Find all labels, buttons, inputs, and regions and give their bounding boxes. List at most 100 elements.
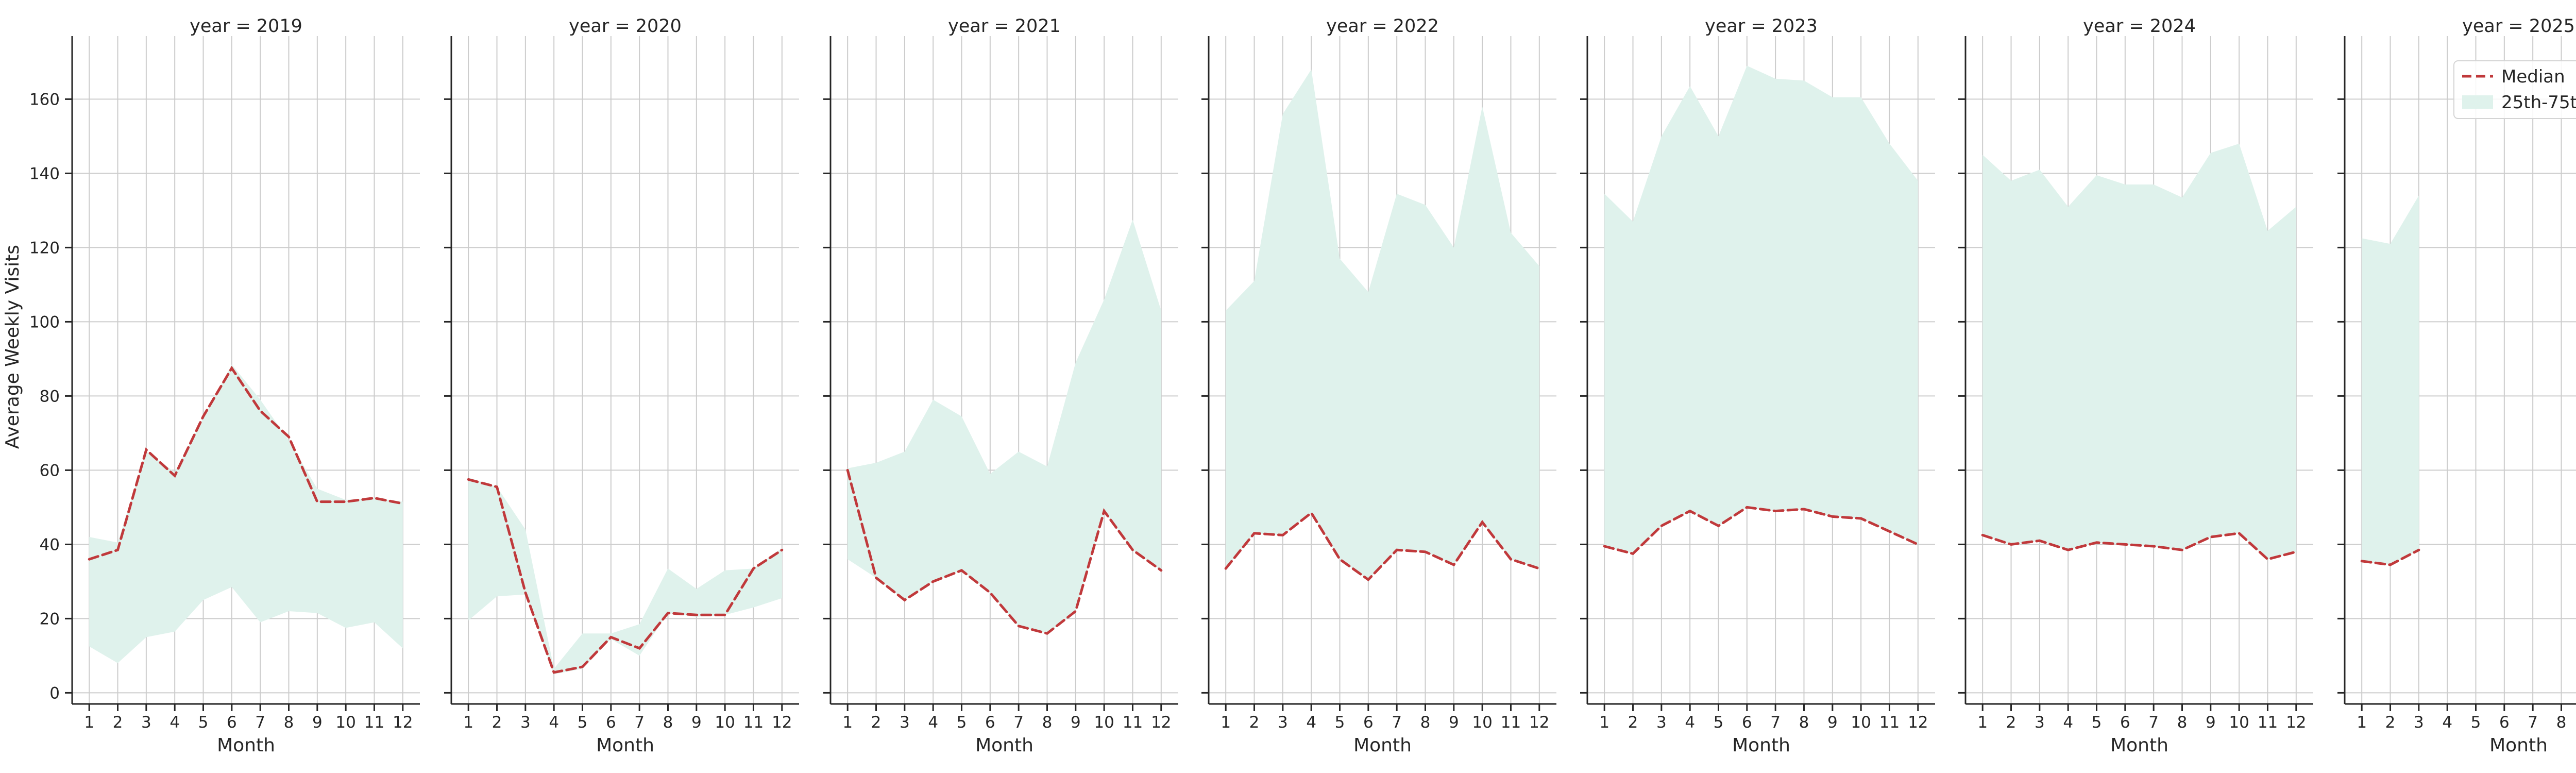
x-tick-label: 6 bbox=[606, 713, 616, 732]
x-tick-label: 4 bbox=[170, 713, 180, 732]
x-tick-label: 8 bbox=[663, 713, 673, 732]
x-tick-label: 2 bbox=[1249, 713, 1260, 732]
x-tick-label: 4 bbox=[549, 713, 559, 732]
x-tick-label: 12 bbox=[1529, 713, 1549, 732]
x-tick-label: 10 bbox=[1094, 713, 1114, 732]
panel-title: year = 2023 bbox=[1705, 16, 1818, 37]
x-tick-label: 3 bbox=[1656, 713, 1667, 732]
x-tick-label: 7 bbox=[634, 713, 645, 732]
x-tick-label: 3 bbox=[1278, 713, 1288, 732]
x-tick-label: 8 bbox=[2177, 713, 2188, 732]
x-tick-label: 2 bbox=[1628, 713, 1638, 732]
x-tick-label: 7 bbox=[2528, 713, 2538, 732]
panel-title: year = 2025 bbox=[2462, 16, 2575, 37]
x-tick-label: 12 bbox=[772, 713, 792, 732]
x-axis-label: Month bbox=[1732, 735, 1790, 756]
x-tick-label: 3 bbox=[2414, 713, 2424, 732]
x-tick-label: 12 bbox=[1151, 713, 1171, 732]
x-tick-label: 2 bbox=[2385, 713, 2396, 732]
percentile-band bbox=[1604, 65, 1918, 554]
x-tick-label: 5 bbox=[2471, 713, 2481, 732]
x-tick-label: 11 bbox=[743, 713, 764, 732]
x-tick-label: 6 bbox=[2499, 713, 2510, 732]
percentile-band bbox=[1226, 69, 1539, 580]
x-tick-label: 9 bbox=[2206, 713, 2216, 732]
x-tick-label: 5 bbox=[1335, 713, 1345, 732]
x-tick-label: 4 bbox=[2442, 713, 2452, 732]
x-tick-label: 4 bbox=[1306, 713, 1316, 732]
median-line bbox=[846, 468, 1163, 635]
percentile-band bbox=[468, 477, 782, 675]
x-tick-label: 5 bbox=[1714, 713, 1724, 732]
panel-title: year = 2022 bbox=[1326, 16, 1439, 37]
percentile-band bbox=[2362, 195, 2419, 565]
x-tick-label: 1 bbox=[463, 713, 473, 732]
x-tick-label: 5 bbox=[198, 713, 209, 732]
x-tick-label: 8 bbox=[1799, 713, 1809, 732]
x-tick-label: 9 bbox=[312, 713, 323, 732]
x-tick-label: 4 bbox=[2063, 713, 2073, 732]
x-tick-label: 2 bbox=[871, 713, 882, 732]
x-tick-label: 8 bbox=[1420, 713, 1431, 732]
x-axis-label: Month bbox=[596, 735, 654, 756]
x-tick-label: 10 bbox=[2229, 713, 2249, 732]
x-tick-label: 6 bbox=[1363, 713, 1374, 732]
x-tick-label: 10 bbox=[1851, 713, 1871, 732]
y-tick-label: 40 bbox=[40, 535, 60, 554]
x-tick-label: 6 bbox=[985, 713, 995, 732]
x-tick-label: 5 bbox=[2092, 713, 2102, 732]
x-axis-label: Month bbox=[2489, 735, 2548, 756]
x-tick-label: 1 bbox=[842, 713, 853, 732]
x-tick-label: 6 bbox=[2120, 713, 2130, 732]
x-tick-label: 5 bbox=[578, 713, 588, 732]
panel-title: year = 2020 bbox=[569, 16, 682, 37]
x-tick-label: 7 bbox=[1770, 713, 1781, 732]
x-tick-label: 9 bbox=[691, 713, 702, 732]
x-tick-label: 2 bbox=[492, 713, 502, 732]
x-tick-label: 6 bbox=[227, 713, 237, 732]
legend-label: 25th-75th Percentile bbox=[2501, 92, 2576, 113]
x-tick-label: 9 bbox=[1071, 713, 1081, 732]
x-tick-label: 2 bbox=[113, 713, 123, 732]
x-tick-label: 1 bbox=[84, 713, 94, 732]
percentile-band bbox=[848, 220, 1161, 634]
y-axis-label: Average Weekly Visits bbox=[2, 245, 23, 449]
median-line bbox=[1981, 532, 2298, 561]
x-tick-label: 3 bbox=[520, 713, 531, 732]
x-tick-label: 11 bbox=[1879, 713, 1900, 732]
percentile-band bbox=[1982, 143, 2296, 560]
y-tick-label: 0 bbox=[49, 684, 60, 702]
x-tick-label: 7 bbox=[1013, 713, 1024, 732]
x-tick-label: 9 bbox=[1827, 713, 1838, 732]
median-line bbox=[1603, 506, 1920, 556]
legend: Median 25th-75th Percentile bbox=[2453, 60, 2576, 119]
panel-title: year = 2021 bbox=[948, 16, 1061, 37]
x-axis-label: Month bbox=[217, 735, 275, 756]
x-tick-label: 8 bbox=[2556, 713, 2567, 732]
x-tick-label: 7 bbox=[1392, 713, 1402, 732]
x-tick-label: 11 bbox=[1501, 713, 1521, 732]
y-tick-label: 140 bbox=[29, 164, 60, 183]
y-tick-label: 100 bbox=[29, 313, 60, 331]
x-axis-label: Month bbox=[2110, 735, 2168, 756]
x-tick-label: 8 bbox=[284, 713, 294, 732]
legend-band-swatch bbox=[2462, 95, 2493, 109]
panel-title: year = 2019 bbox=[190, 16, 302, 37]
x-tick-label: 5 bbox=[957, 713, 967, 732]
x-tick-label: 10 bbox=[1472, 713, 1492, 732]
x-tick-label: 8 bbox=[1042, 713, 1053, 732]
x-tick-label: 6 bbox=[1742, 713, 1752, 732]
x-tick-label: 1 bbox=[1221, 713, 1231, 732]
x-tick-label: 11 bbox=[364, 713, 384, 732]
median-line bbox=[1224, 511, 1541, 582]
panel-title: year = 2024 bbox=[2083, 16, 2196, 37]
x-tick-label: 1 bbox=[1599, 713, 1609, 732]
y-tick-label: 60 bbox=[40, 461, 60, 480]
